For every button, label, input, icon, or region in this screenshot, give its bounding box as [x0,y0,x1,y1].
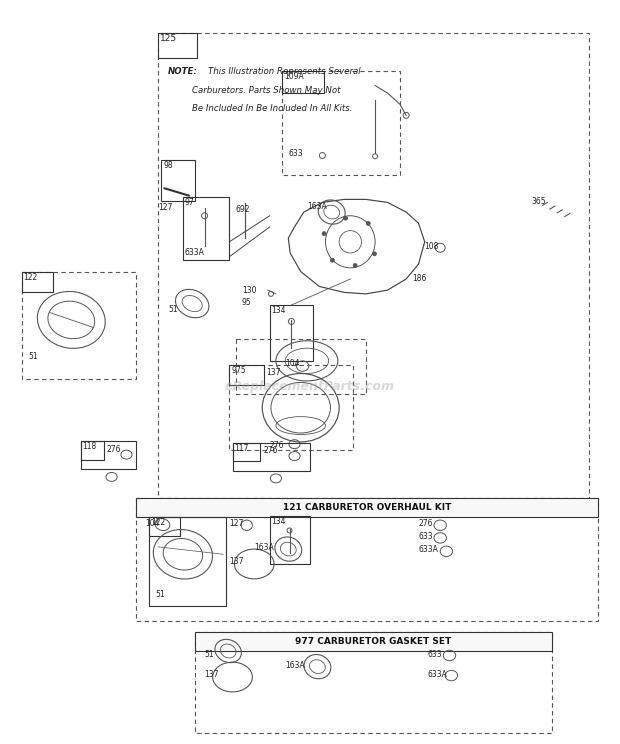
Bar [136,498,598,621]
Text: Carburetors. Parts Shown May Not: Carburetors. Parts Shown May Not [192,86,341,94]
Text: 127: 127 [229,519,244,527]
Text: This Illustration Represents Several: This Illustration Represents Several [208,67,360,76]
Bar [236,339,366,394]
Text: 134: 134 [272,516,286,525]
Text: 95: 95 [242,298,252,307]
Text: 121 CARBURETOR OVERHAUL KIT: 121 CARBURETOR OVERHAUL KIT [283,503,451,513]
Bar [229,365,264,385]
Bar [183,197,229,260]
Text: 975: 975 [231,365,246,374]
Text: 137: 137 [205,670,219,679]
Text: 137: 137 [267,368,281,377]
Text: 122: 122 [24,272,38,281]
Text: 186: 186 [412,274,427,283]
Text: 633A: 633A [428,670,448,679]
Text: 118: 118 [82,442,97,451]
Text: 104: 104 [285,359,299,368]
Bar [282,71,400,175]
Bar [270,516,310,564]
Text: 130: 130 [242,286,256,295]
Text: 163A: 163A [254,543,274,552]
Text: eReplacementParts.com: eReplacementParts.com [225,380,395,394]
Bar [81,441,136,469]
Text: 163A: 163A [285,661,305,670]
Bar [232,443,310,471]
Text: 276: 276 [418,519,433,527]
Bar [161,160,195,201]
Text: 633: 633 [418,532,433,541]
Text: 134: 134 [272,306,286,315]
Bar [232,443,260,461]
Text: 51: 51 [155,590,165,599]
Text: 97: 97 [185,198,195,207]
Text: 276: 276 [264,446,278,455]
Bar [158,33,589,498]
Text: 127: 127 [158,203,172,212]
Text: 365: 365 [531,197,546,206]
Bar [195,632,552,733]
Circle shape [353,263,357,267]
Bar [22,272,136,379]
Bar [136,498,598,517]
Text: 633: 633 [428,650,443,658]
Text: NOTE:: NOTE: [167,67,197,76]
Text: 163A: 163A [307,202,327,211]
Text: 977 CARBURETOR GASKET SET: 977 CARBURETOR GASKET SET [295,637,452,647]
Bar [195,632,552,651]
Text: 109A: 109A [284,71,304,80]
Circle shape [373,251,376,256]
Text: 104: 104 [146,519,160,527]
Text: 122: 122 [151,518,165,527]
Bar [22,272,53,292]
Text: Be Included In Be Included In All Kits.: Be Included In Be Included In All Kits. [192,104,353,113]
Text: 692: 692 [236,205,250,214]
Text: 108: 108 [425,242,439,251]
Text: 137: 137 [229,557,244,565]
Text: 51: 51 [169,305,179,314]
Bar [282,71,324,93]
Text: 633A: 633A [184,248,204,257]
Bar [270,305,313,361]
Bar [229,365,353,450]
Text: 98: 98 [163,161,173,170]
Text: 125: 125 [160,34,177,43]
Circle shape [330,258,334,262]
Bar [149,517,180,536]
Circle shape [366,222,370,225]
Circle shape [343,217,347,220]
Text: 51: 51 [205,650,215,658]
Text: 276: 276 [270,441,284,450]
Text: 633: 633 [288,149,303,158]
Text: 117: 117 [234,443,249,452]
Text: 51: 51 [28,352,38,361]
Bar [81,441,104,460]
Circle shape [322,231,326,236]
Bar [158,33,197,58]
Text: 633A: 633A [418,545,438,554]
Bar [149,517,226,606]
Text: 276: 276 [107,445,121,454]
